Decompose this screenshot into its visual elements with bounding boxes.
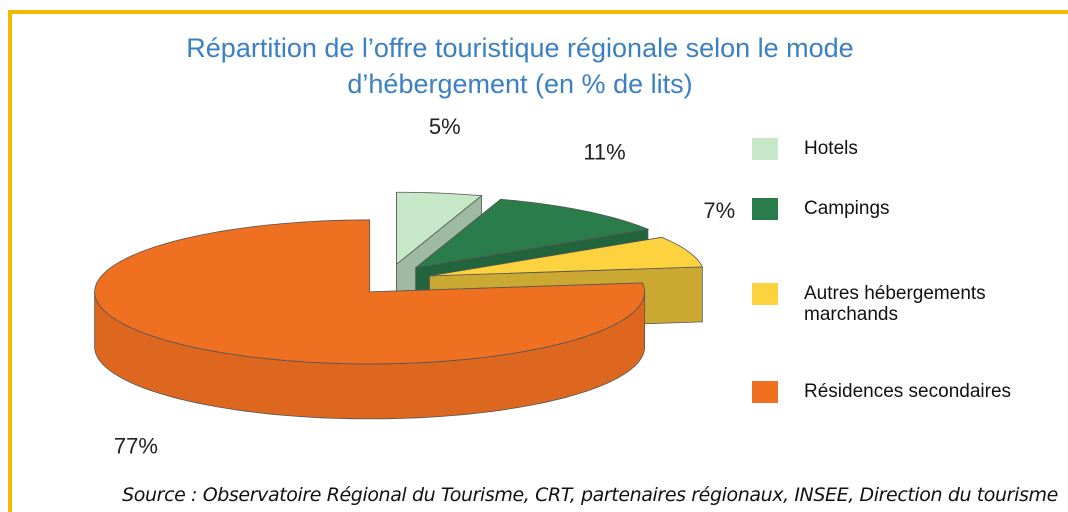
source-note: Source : Observatoire Régional du Touris… bbox=[122, 484, 1058, 506]
value-label: 5% bbox=[429, 114, 461, 139]
legend-item: Campings bbox=[752, 198, 1054, 220]
pie-slice bbox=[414, 198, 650, 269]
legend-item: Hotels bbox=[752, 138, 1054, 160]
frame bbox=[8, 10, 1068, 512]
value-label: 7% bbox=[703, 198, 735, 223]
legend-item: Autres hébergements marchands bbox=[752, 283, 1054, 325]
pie-slice bbox=[429, 236, 704, 277]
pie-slice bbox=[396, 191, 483, 266]
legend-item: Résidences secondaires bbox=[752, 381, 1054, 403]
pie-chart: 5% 11% 7% 77% bbox=[94, 114, 735, 459]
legend-swatch bbox=[752, 381, 778, 403]
legend-swatch bbox=[752, 198, 778, 220]
legend-label: Autres hébergements marchands bbox=[804, 283, 986, 325]
legend-label: Hotels bbox=[804, 138, 858, 159]
value-label: 11% bbox=[583, 139, 625, 164]
legend-label: Résidences secondaires bbox=[804, 381, 1012, 402]
value-label: 77% bbox=[114, 434, 158, 459]
legend-swatch bbox=[752, 283, 778, 305]
chart-title: Répartition de l’offre touristique régio… bbox=[186, 33, 854, 99]
legend-swatch bbox=[752, 138, 778, 160]
pie-slice bbox=[94, 219, 646, 365]
legend-label: Campings bbox=[804, 198, 890, 219]
